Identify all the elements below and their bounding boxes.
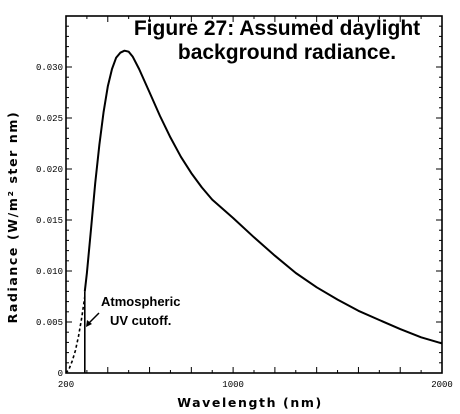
y-axis-label: Radiance (W/m² ster nm): [5, 111, 20, 324]
x-tick-label: 2000: [431, 380, 453, 390]
y-tick-label: 0.020: [36, 165, 63, 175]
radiance-curve-line: [83, 49, 443, 345]
x-tick-label: 200: [58, 380, 74, 390]
axis-ticks: 0 0.005 0.010 0.015 0.020 0.025 0.030 200 1000 20…: [36, 15, 453, 390]
y-tick-label: 0.025: [36, 114, 63, 124]
chart-title-line-2: background radiance.: [178, 41, 396, 64]
y-tick-label: 0.015: [36, 216, 63, 226]
y-tick-label: 0.005: [36, 318, 63, 328]
y-tick-label: 0.010: [36, 267, 63, 277]
plot-area: [65, 49, 443, 374]
cutoff-arrowhead: [86, 320, 92, 327]
y-tick-label: 0.030: [36, 63, 63, 73]
uv-extension-dashed-line: [65, 296, 86, 374]
cutoff-annotation-line-1: Atmospheric: [101, 294, 180, 309]
x-axis-label: Wavelength (nm): [177, 395, 323, 410]
cutoff-annotation-line-2: UV cutoff.: [110, 313, 171, 328]
chart-title-line-1: Figure 27: Assumed daylight: [134, 17, 420, 40]
x-tick-label: 1000: [222, 380, 244, 390]
y-tick-label: 0: [58, 369, 63, 379]
